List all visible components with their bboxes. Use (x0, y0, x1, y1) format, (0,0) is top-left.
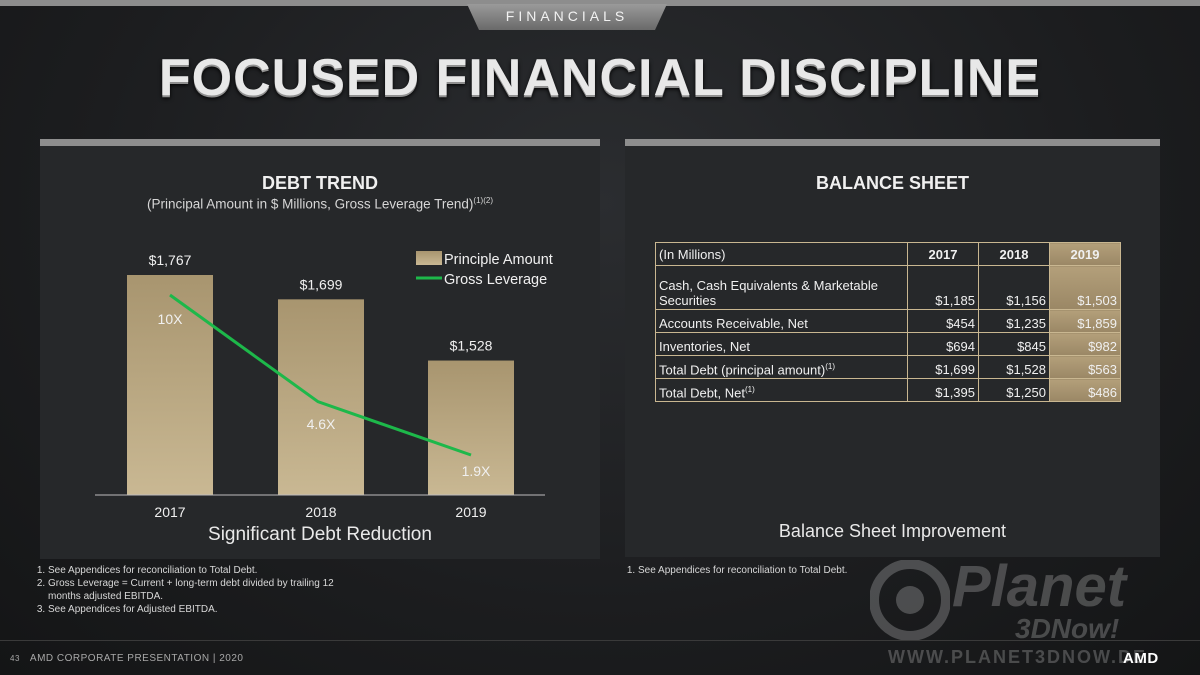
table-header-cell: 2018 (978, 242, 1050, 266)
leverage-label: 4.6X (307, 416, 336, 432)
bar-value-label: $1,528 (450, 338, 493, 354)
footnote-item: See Appendices for reconciliation to Tot… (48, 564, 338, 577)
table-cell: $1,235 (978, 309, 1050, 333)
leverage-label: 10X (158, 311, 184, 327)
table-cell: $694 (907, 332, 979, 356)
slide-footer: 43 AMD CORPORATE PRESENTATION | 2020 (10, 653, 244, 664)
table-row-label: Inventories, Net (655, 332, 908, 356)
left-footnotes: See Appendices for reconciliation to Tot… (18, 564, 338, 616)
right-footnotes: See Appendices for reconciliation to Tot… (608, 564, 908, 577)
footer-divider (0, 640, 1200, 641)
table-header-row: (In Millions) 2017 2018 2019 (655, 242, 1121, 266)
x-tick-label: 2018 (305, 504, 336, 520)
bar-value-label: $1,699 (300, 276, 343, 292)
row-label-text: Total Debt, Net (659, 385, 745, 400)
balance-sheet-title: BALANCE SHEET (815, 173, 969, 193)
debt-bar (278, 299, 364, 495)
x-tick-label: 2017 (154, 504, 185, 520)
table-cell: $486 (1049, 378, 1121, 402)
table-header-cell: 2017 (907, 242, 979, 266)
planet3dnow-watermark: Planet 3DNow! WWW.PLANET3DNOW.DE (870, 554, 1190, 670)
leverage-label: 1.9X (462, 463, 491, 479)
footer-text: AMD CORPORATE PRESENTATION | 2020 (29, 653, 244, 664)
table-row-label: Total Debt, Net(1) (655, 378, 908, 402)
watermark-sub: 3DNow! (1015, 613, 1120, 644)
row-label-text: Total Debt (principal amount) (659, 362, 826, 377)
table-cell: $1,185 (907, 265, 979, 310)
footnote-item: See Appendices for reconciliation to Tot… (638, 564, 908, 577)
row-footnote: (1) (825, 361, 835, 371)
table-cell: $1,503 (1049, 265, 1121, 310)
legend-label: Principle Amount (444, 252, 553, 268)
planet-logo-icon (870, 560, 950, 640)
debt-trend-chart: $1,767 2017 $1,699 2018 $1,528 2019 10X 4.6X 1.9… (95, 251, 553, 520)
debt-trend-title: DEBT TREND (262, 173, 378, 193)
table-cell: $1,395 (907, 378, 979, 402)
table-header-cell: (In Millions) (655, 242, 908, 266)
table-cell: $1,528 (978, 355, 1050, 379)
table-cell: $454 (907, 309, 979, 333)
page-number: 43 (10, 654, 20, 663)
watermark-name: Planet (952, 554, 1127, 619)
table-cell: $1,250 (978, 378, 1050, 402)
section-tab: FINANCIALS (467, 4, 667, 30)
table-cell: $1,859 (1049, 309, 1121, 333)
top-bar (0, 0, 1200, 6)
table-row: Total Debt (principal amount)(1) $1,699 … (655, 355, 1121, 379)
table-row: Accounts Receivable, Net $454 $1,235 $1,… (655, 309, 1121, 333)
debt-bar (127, 275, 213, 495)
debt-trend-caption: Significant Debt Reduction (208, 524, 432, 545)
legend-label: Gross Leverage (444, 272, 547, 288)
table-header-cell: 2019 (1049, 242, 1121, 266)
legend-swatch-bar (416, 251, 442, 265)
table-cell: $845 (978, 332, 1050, 356)
table-cell: $563 (1049, 355, 1121, 379)
balance-sheet-table: (In Millions) 2017 2018 2019 Cash, Cash … (655, 242, 1121, 402)
gross-leverage-line (169, 293, 472, 457)
balance-sheet-panel: BALANCE SHEET (In Millions) 2017 2018 20… (625, 139, 1160, 557)
footnote-item: See Appendices for Adjusted EBITDA. (48, 603, 338, 616)
footnote-item: Gross Leverage = Current + long-term deb… (48, 577, 338, 603)
table-cell: $1,156 (978, 265, 1050, 310)
table-row-label: Accounts Receivable, Net (655, 309, 908, 333)
bar-value-label: $1,767 (149, 252, 192, 268)
watermark-url: WWW.PLANET3DNOW.DE (888, 647, 1147, 667)
debt-bar (428, 360, 514, 495)
table-row-label: Total Debt (principal amount)(1) (655, 355, 908, 379)
table-cell: $982 (1049, 332, 1121, 356)
row-footnote: (1) (745, 384, 755, 394)
slide-title: FOCUSED FINANCIAL DISCIPLINE (158, 49, 1042, 107)
subtitle-footnote: (1)(2) (473, 196, 493, 205)
table-cell: $1,699 (907, 355, 979, 379)
balance-sheet-caption: Balance Sheet Improvement (778, 521, 1007, 541)
table-row: Inventories, Net $694 $845 $982 (655, 332, 1121, 356)
x-tick-label: 2019 (455, 504, 486, 520)
table-row: Cash, Cash Equivalents & Marketable Secu… (655, 265, 1121, 310)
debt-trend-panel: DEBT TREND (Principal Amount in $ Millio… (40, 139, 600, 559)
amd-logo: AMD (1123, 650, 1159, 667)
subtitle-text: (Principal Amount in $ Millions, Gross L… (147, 196, 474, 212)
table-row-label: Cash, Cash Equivalents & Marketable Secu… (655, 265, 908, 310)
debt-trend-subtitle: (Principal Amount in $ Millions, Gross L… (40, 196, 600, 212)
table-row: Total Debt, Net(1) $1,395 $1,250 $486 (655, 378, 1121, 402)
